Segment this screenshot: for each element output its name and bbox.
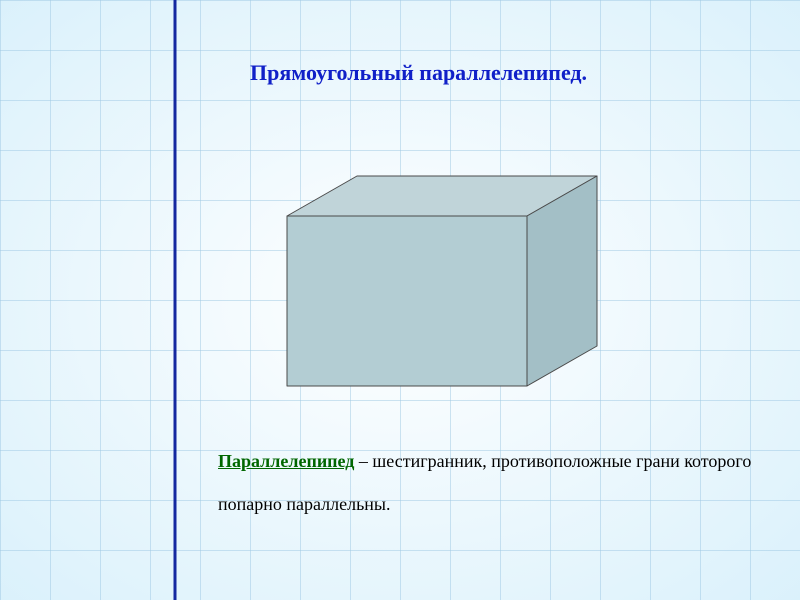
cuboid-diagram — [286, 175, 600, 389]
content-layer: Прямоугольный параллелепипед. Параллелеп… — [0, 0, 800, 600]
slide: Прямоугольный параллелепипед. Параллелеп… — [0, 0, 800, 600]
slide-title: Прямоугольный параллелепипед. — [250, 60, 587, 86]
definition-text: Параллелепипед – шестигранник, противопо… — [218, 440, 778, 526]
definition-term: Параллелепипед — [218, 451, 354, 471]
cuboid-front-face — [287, 216, 527, 386]
